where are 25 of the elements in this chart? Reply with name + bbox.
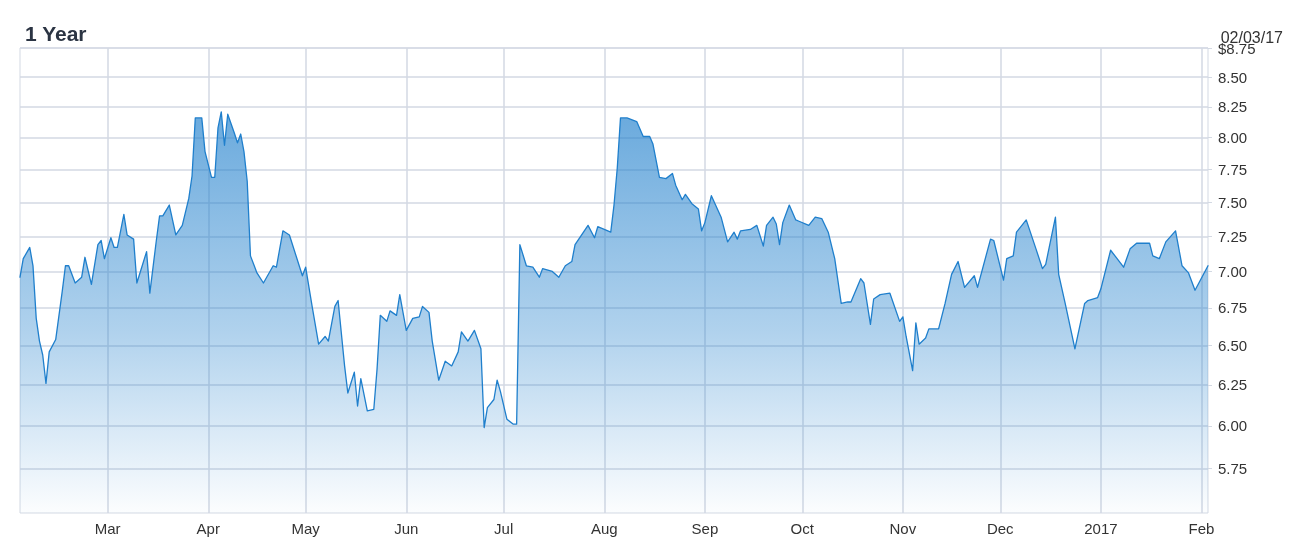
x-tick-label: May: [291, 520, 321, 537]
y-tick-label: 6.00: [1218, 417, 1248, 435]
x-tick-label: Mar: [94, 520, 121, 537]
y-tick-label: 8.25: [1218, 98, 1248, 116]
y-tick-label: 7.25: [1218, 227, 1248, 245]
y-tick-label: 6.25: [1218, 376, 1248, 394]
y-tick-label: 6.75: [1218, 299, 1248, 317]
y-tick-label: 5.75: [1218, 459, 1248, 477]
x-tick-label: Sep: [691, 520, 719, 537]
x-tick-label: Feb: [1188, 520, 1215, 537]
y-tick-label: 8.00: [1218, 129, 1248, 147]
x-tick-label: Apr: [196, 520, 220, 537]
y-tick-label: 6.50: [1218, 337, 1248, 355]
x-tick-label: Nov: [889, 520, 917, 537]
x-tick-label: 2017: [1084, 520, 1118, 537]
x-tick-label: Dec: [986, 520, 1015, 537]
x-tick-label: Oct: [790, 520, 815, 537]
x-tick-label: Jun: [394, 520, 419, 537]
y-tick-label: 7.00: [1218, 262, 1248, 280]
chart-title: 1 Year: [25, 22, 87, 45]
y-tick-label: 8.50: [1218, 68, 1248, 86]
y-tick-label: 7.50: [1218, 193, 1248, 211]
y-tick-label: 7.75: [1218, 161, 1248, 179]
x-tick-label: Aug: [590, 520, 618, 537]
x-tick-label: Jul: [494, 520, 514, 537]
